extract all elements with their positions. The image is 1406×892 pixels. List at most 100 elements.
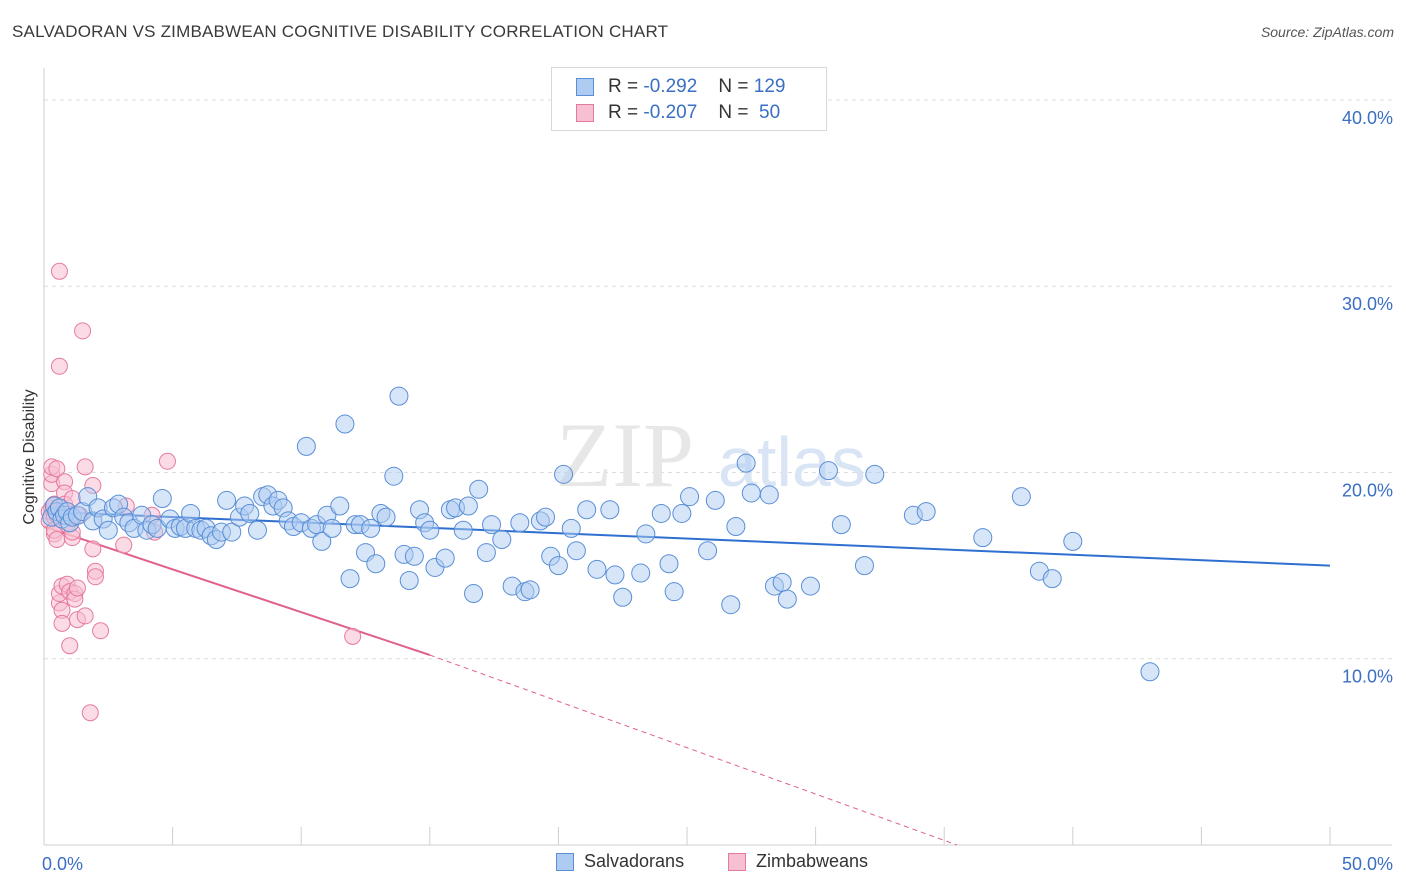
salvadoran-point	[458, 496, 478, 516]
salvadoran-point	[98, 520, 118, 540]
salvadoran-point	[217, 490, 237, 510]
zimbabwean-point	[50, 262, 68, 280]
salvadoran-point	[240, 503, 260, 523]
salvadoran-point	[399, 571, 419, 591]
salvadoran-point	[222, 522, 242, 542]
y-tick-label: 20.0%	[1342, 480, 1393, 500]
salvadoran-point	[510, 513, 530, 533]
salvadoran-point	[973, 528, 993, 548]
salvadoran-point	[705, 490, 725, 510]
salvadoran-trend-line	[43, 510, 1331, 567]
zimbabwean-point	[86, 568, 104, 586]
bottom-legend-label: Zimbabweans	[756, 851, 869, 871]
zimbabwean-point	[81, 704, 99, 722]
zimbabwean-point	[76, 458, 94, 476]
salvadoran-point	[651, 503, 671, 523]
salvadoran-point	[659, 554, 679, 574]
x-tick-label: 50.0%	[1342, 854, 1393, 874]
salvadoran-point	[680, 487, 700, 507]
zimbabwean-point	[115, 536, 133, 554]
salvadoran-point	[476, 543, 496, 563]
salvadoran-point	[800, 576, 820, 596]
salvadoran-point	[492, 530, 512, 550]
y-tick-label: 30.0%	[1342, 294, 1393, 314]
zimbabwean-point	[48, 460, 66, 478]
salvadoran-point	[464, 584, 484, 604]
salvadoran-point	[296, 436, 316, 456]
salvadoran-point	[566, 541, 586, 561]
x-tick-label: 0.0%	[42, 854, 83, 874]
salvadoran-point	[613, 587, 633, 607]
legend-n-value: 50	[753, 102, 781, 123]
salvadoran-point	[736, 453, 756, 473]
salvadoran-point	[741, 483, 761, 503]
salvadoran-point	[1042, 569, 1062, 589]
salvadoran-point	[1140, 662, 1160, 682]
legend-n-value: 129	[753, 76, 786, 97]
salvadoran-point	[322, 518, 342, 538]
zimbabwean-point	[158, 452, 176, 470]
salvadoran-point	[384, 466, 404, 486]
legend-swatch-salvadorans	[576, 78, 594, 96]
legend-row-zimbabweans: R = -0.207 N = 50	[576, 100, 780, 126]
watermark: ZIP atlas	[556, 404, 866, 506]
salvadoran-point	[831, 515, 851, 535]
salvadoran-point	[404, 546, 424, 566]
salvadoran-point	[361, 518, 381, 538]
salvadoran-point	[854, 556, 874, 576]
salvadoran-point	[631, 563, 651, 583]
salvadoran-point	[672, 503, 692, 523]
bottom-legend-label: Salvadorans	[584, 851, 685, 871]
bottom-legend-zimbabweans: Zimbabweans	[728, 851, 868, 872]
salvadoran-point	[587, 559, 607, 579]
chart-title: SALVADORAN VS ZIMBABWEAN COGNITIVE DISAB…	[12, 22, 669, 41]
salvadoran-point	[577, 500, 597, 520]
bottom-legend-swatch-zimbabweans	[728, 852, 746, 871]
salvadoran-point	[420, 520, 440, 540]
salvadoran-point	[376, 507, 396, 527]
y-tick-label: 10.0%	[1342, 667, 1393, 687]
salvadoran-point	[247, 520, 267, 540]
legend-r-label: R =	[608, 76, 639, 97]
source-label: Source: ZipAtlas.com	[1260, 24, 1394, 40]
bottom-legend-salvadorans: Salvadorans	[556, 851, 684, 872]
zimbabwean-trend-line	[43, 525, 431, 656]
salvadoran-point	[554, 464, 574, 484]
salvadoran-point	[1063, 531, 1083, 551]
salvadoran-point	[366, 554, 386, 574]
zimbabwean-point	[53, 614, 71, 632]
salvadoran-point	[340, 569, 360, 589]
bottom-legend-swatch-salvadorans	[556, 852, 574, 871]
salvadoran-point	[698, 541, 718, 561]
legend-row-salvadorans: R = -0.292 N = 129	[576, 74, 785, 100]
salvadoran-point	[536, 507, 556, 527]
trend-lines	[43, 510, 1331, 846]
zimbabwean-point	[74, 322, 92, 340]
zimbabwean-point	[344, 627, 362, 645]
salvadoran-point	[605, 565, 625, 585]
salvadoran-point	[548, 556, 568, 576]
y-tick-label: 40.0%	[1342, 108, 1393, 128]
zimbabwean-point	[48, 531, 66, 549]
salvadoran-point	[721, 595, 741, 615]
salvadoran-point	[389, 386, 409, 406]
salvadoran-point	[453, 520, 473, 540]
legend-r-label: R =	[608, 102, 639, 123]
legend-n-label: N =	[718, 102, 749, 123]
stats-legend: R = -0.292 N = 129 R = -0.207 N = 50	[551, 67, 827, 131]
salvadoran-point	[469, 479, 489, 499]
watermark-zip: ZIP	[556, 404, 694, 506]
salvadoran-point	[759, 485, 779, 505]
y-axis-label: Cognitive Disability	[21, 389, 38, 524]
salvadoran-point	[772, 572, 792, 592]
salvadoran-point	[561, 518, 581, 538]
salvadoran-point	[664, 582, 684, 602]
legend-swatch-zimbabweans	[576, 104, 594, 122]
salvadoran-point	[865, 464, 885, 484]
salvadoran-point	[916, 502, 936, 522]
salvadoran-point	[1011, 487, 1031, 507]
salvadoran-points	[42, 386, 1160, 682]
zimbabwean-point	[61, 637, 79, 655]
zimbabwean-point	[84, 540, 102, 558]
